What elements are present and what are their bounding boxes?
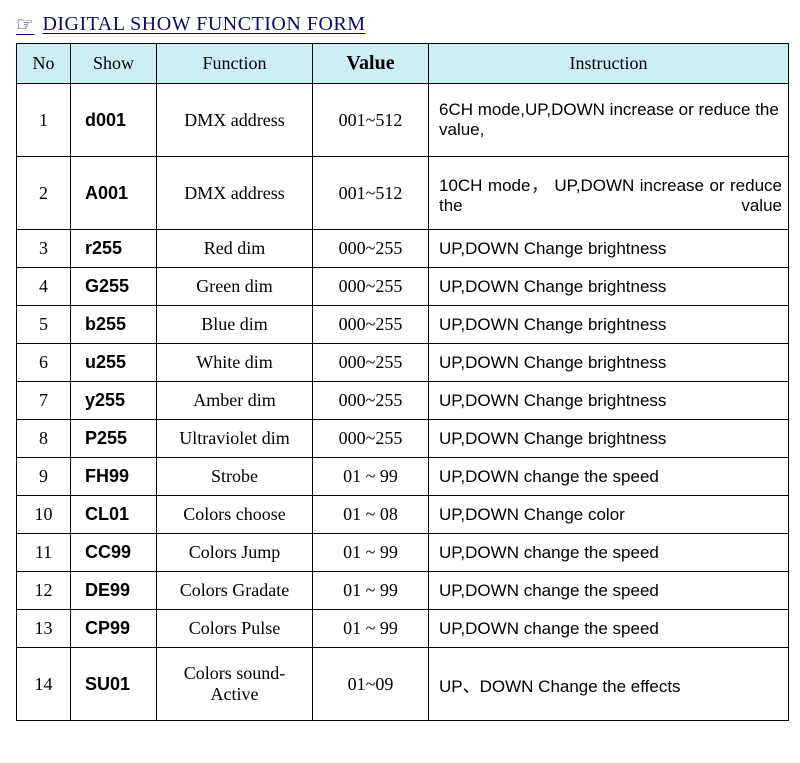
table-row: 12DE99Colors Gradate01 ~ 99UP,DOWN chang…: [17, 572, 789, 610]
cell-show: y255: [71, 382, 157, 420]
table-row: 2A001DMX address001~51210CH mode， UP,DOW…: [17, 157, 789, 230]
table-row: 11CC99Colors Jump01 ~ 99UP,DOWN change t…: [17, 534, 789, 572]
cell-instruction: UP、DOWN Change the effects: [429, 648, 789, 721]
table-row: 9FH99Strobe01 ~ 99UP,DOWN change the spe…: [17, 458, 789, 496]
cell-no: 10: [17, 496, 71, 534]
cell-instruction: 6CH mode,UP,DOWN increase or reduce the …: [429, 84, 789, 157]
cell-show: r255: [71, 230, 157, 268]
table-row: 3r255Red dim000~255UP,DOWN Change bright…: [17, 230, 789, 268]
cell-no: 1: [17, 84, 71, 157]
cell-no: 5: [17, 306, 71, 344]
cell-instruction: UP,DOWN Change brightness: [429, 230, 789, 268]
cell-instruction: UP,DOWN Change brightness: [429, 382, 789, 420]
table-row: 6u255White dim000~255UP,DOWN Change brig…: [17, 344, 789, 382]
cell-instruction: UP,DOWN change the speed: [429, 534, 789, 572]
cell-show: G255: [71, 268, 157, 306]
cell-no: 9: [17, 458, 71, 496]
col-instruction: Instruction: [429, 44, 789, 84]
cell-show: b255: [71, 306, 157, 344]
cell-function: DMX address: [157, 84, 313, 157]
cell-function: Colors Pulse: [157, 610, 313, 648]
cell-value: 001~512: [313, 157, 429, 230]
cell-value: 000~255: [313, 230, 429, 268]
cell-function: Colors Jump: [157, 534, 313, 572]
cell-function: Green dim: [157, 268, 313, 306]
cell-show: d001: [71, 84, 157, 157]
cell-function: White dim: [157, 344, 313, 382]
cell-value: 000~255: [313, 306, 429, 344]
col-function: Function: [157, 44, 313, 84]
cell-no: 12: [17, 572, 71, 610]
cell-instruction: UP,DOWN change the speed: [429, 610, 789, 648]
cell-value: 001~512: [313, 84, 429, 157]
table-row: 14SU01Colors sound-Active01~09UP、DOWN Ch…: [17, 648, 789, 721]
cell-show: CP99: [71, 610, 157, 648]
cell-function: DMX address: [157, 157, 313, 230]
cell-function: Ultraviolet dim: [157, 420, 313, 458]
cell-no: 3: [17, 230, 71, 268]
cell-function: Amber dim: [157, 382, 313, 420]
cell-show: CL01: [71, 496, 157, 534]
cell-value: 000~255: [313, 268, 429, 306]
cell-no: 13: [17, 610, 71, 648]
cell-instruction: UP,DOWN Change brightness: [429, 306, 789, 344]
cell-instruction: UP,DOWN Change brightness: [429, 420, 789, 458]
cell-function: Red dim: [157, 230, 313, 268]
col-show: Show: [71, 44, 157, 84]
cell-instruction: UP,DOWN Change brightness: [429, 344, 789, 382]
cell-show: FH99: [71, 458, 157, 496]
cell-value: 01 ~ 99: [313, 534, 429, 572]
cell-no: 7: [17, 382, 71, 420]
cell-value: 000~255: [313, 382, 429, 420]
cell-function: Colors choose: [157, 496, 313, 534]
cell-value: 01 ~ 08: [313, 496, 429, 534]
cell-no: 2: [17, 157, 71, 230]
table-row: 4G255Green dim000~255UP,DOWN Change brig…: [17, 268, 789, 306]
col-value: Value: [313, 44, 429, 84]
cell-value: 000~255: [313, 420, 429, 458]
cell-value: 000~255: [313, 344, 429, 382]
cell-show: CC99: [71, 534, 157, 572]
table-row: 10CL01Colors choose01 ~ 08UP,DOWN Change…: [17, 496, 789, 534]
cell-function: Colors Gradate: [157, 572, 313, 610]
cell-value: 01~09: [313, 648, 429, 721]
cell-value: 01 ~ 99: [313, 458, 429, 496]
cell-no: 14: [17, 648, 71, 721]
cell-no: 11: [17, 534, 71, 572]
title-text: DIGITAL SHOW FUNCTION FORM: [42, 13, 365, 36]
cell-show: DE99: [71, 572, 157, 610]
table-row: 13CP99Colors Pulse01 ~ 99UP,DOWN change …: [17, 610, 789, 648]
table-row: 5b255Blue dim000~255UP,DOWN Change brigh…: [17, 306, 789, 344]
cell-show: P255: [71, 420, 157, 458]
table-body: 1d001DMX address001~5126CH mode,UP,DOWN …: [17, 84, 789, 721]
cell-value: 01 ~ 99: [313, 610, 429, 648]
cell-function: Colors sound-Active: [157, 648, 313, 721]
cell-show: A001: [71, 157, 157, 230]
cell-function: Strobe: [157, 458, 313, 496]
col-no: No: [17, 44, 71, 84]
page-title: ☞ DIGITAL SHOW FUNCTION FORM: [16, 12, 788, 37]
cell-instruction: UP,DOWN Change color: [429, 496, 789, 534]
cell-instruction: UP,DOWN change the speed: [429, 458, 789, 496]
cell-instruction: 10CH mode， UP,DOWN increase or reduce th…: [429, 157, 789, 230]
function-table: No Show Function Value Instruction 1d001…: [16, 43, 789, 721]
cell-instruction: UP,DOWN Change brightness: [429, 268, 789, 306]
cell-show: u255: [71, 344, 157, 382]
table-row: 1d001DMX address001~5126CH mode,UP,DOWN …: [17, 84, 789, 157]
cell-instruction: UP,DOWN change the speed: [429, 572, 789, 610]
cell-no: 4: [17, 268, 71, 306]
cell-no: 6: [17, 344, 71, 382]
cell-show: SU01: [71, 648, 157, 721]
table-header-row: No Show Function Value Instruction: [17, 44, 789, 84]
table-row: 8P255Ultraviolet dim000~255UP,DOWN Chang…: [17, 420, 789, 458]
table-row: 7y255Amber dim000~255UP,DOWN Change brig…: [17, 382, 789, 420]
cell-function: Blue dim: [157, 306, 313, 344]
pointer-icon: ☞: [16, 12, 34, 37]
cell-no: 8: [17, 420, 71, 458]
cell-value: 01 ~ 99: [313, 572, 429, 610]
